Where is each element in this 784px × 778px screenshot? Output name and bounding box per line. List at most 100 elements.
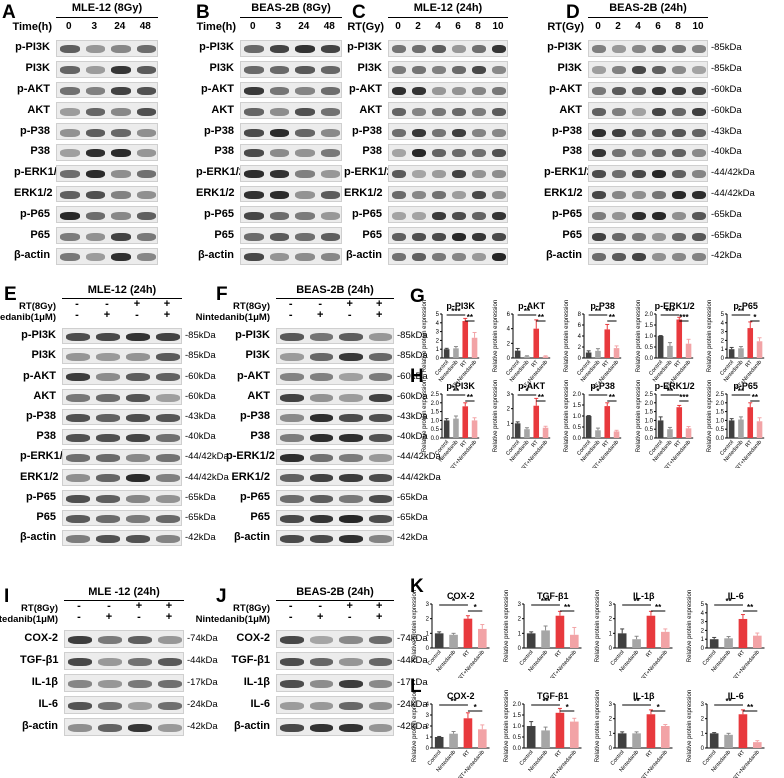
x-tick-label: RT+Nintedanib bbox=[641, 649, 669, 678]
bar bbox=[646, 615, 656, 648]
protein-band bbox=[592, 86, 606, 95]
protein-band bbox=[492, 211, 506, 220]
protein-band bbox=[472, 45, 486, 54]
protein-band bbox=[136, 211, 156, 220]
protein-band bbox=[368, 702, 392, 710]
protein-band bbox=[66, 494, 90, 503]
protein-band bbox=[432, 45, 446, 54]
protein-band bbox=[136, 232, 156, 241]
protein-label: AKT bbox=[33, 389, 56, 402]
y-tick-label: 1 bbox=[700, 637, 704, 643]
protein-band bbox=[592, 45, 606, 54]
protein-band bbox=[98, 636, 122, 644]
protein-band bbox=[452, 190, 466, 199]
y-tick-label: 4 bbox=[578, 334, 582, 340]
lane-tick: 8 bbox=[675, 21, 681, 32]
blot-strip bbox=[240, 206, 342, 224]
y-tick-label: 4 bbox=[436, 321, 440, 327]
nintedanib-sign: + bbox=[103, 309, 111, 321]
blot-strip bbox=[276, 429, 394, 446]
protein-band bbox=[309, 393, 333, 402]
rt-sign: + bbox=[376, 298, 383, 310]
protein-band bbox=[452, 107, 466, 116]
blot-strip bbox=[240, 248, 342, 265]
blot-strip bbox=[588, 227, 708, 244]
bar bbox=[434, 633, 444, 648]
y-tick-label: 2 bbox=[426, 724, 430, 730]
chart-title: IL-1β bbox=[633, 691, 655, 701]
protein-band bbox=[280, 535, 304, 544]
condition-label: Nintedanib(1μM) bbox=[0, 614, 58, 625]
blot-strip bbox=[276, 408, 394, 425]
protein-label: p-P65 bbox=[204, 207, 234, 220]
protein-band bbox=[66, 373, 90, 382]
y-tick-label: 3 bbox=[517, 602, 521, 608]
nintedanib-sign: - bbox=[77, 611, 81, 623]
protein-band bbox=[85, 149, 105, 158]
bar bbox=[526, 726, 535, 748]
protein-band bbox=[492, 170, 506, 179]
significance-mark: *** bbox=[679, 313, 689, 322]
protein-band bbox=[368, 514, 392, 523]
kda-marker: -44/42kDa bbox=[711, 188, 755, 199]
protein-band bbox=[632, 86, 646, 95]
protein-band bbox=[66, 333, 90, 342]
significance-mark: ** bbox=[633, 697, 640, 706]
bar bbox=[617, 733, 627, 748]
y-tick-label: 3 bbox=[609, 602, 613, 608]
y-tick-label: 0.5 bbox=[644, 345, 653, 351]
protein-band bbox=[672, 66, 686, 75]
protein-band bbox=[432, 232, 446, 241]
kda-marker: -44/42kDa bbox=[185, 451, 229, 463]
protein-label: P65 bbox=[30, 228, 50, 241]
protein-band bbox=[672, 232, 686, 241]
blot-strip bbox=[64, 674, 184, 692]
protein-band bbox=[612, 86, 626, 95]
protein-band bbox=[339, 494, 363, 503]
protein-band bbox=[295, 45, 315, 54]
y-tick-label: 2 bbox=[720, 338, 724, 344]
protein-band bbox=[96, 514, 120, 523]
protein-band bbox=[632, 253, 646, 262]
y-axis-label: Relative protein expression bbox=[707, 300, 713, 372]
bar bbox=[463, 618, 473, 648]
protein-band bbox=[432, 149, 446, 158]
y-tick-label: 2 bbox=[517, 617, 521, 623]
bar bbox=[443, 349, 450, 358]
protein-label: AKT bbox=[27, 103, 50, 116]
rt-sign: + bbox=[376, 600, 383, 612]
rt-sign: - bbox=[105, 298, 109, 310]
protein-band bbox=[472, 232, 486, 241]
protein-band bbox=[126, 494, 150, 503]
protein-band bbox=[432, 107, 446, 116]
nintedanib-sign: - bbox=[137, 611, 141, 623]
kda-marker: -60kDa bbox=[185, 370, 216, 382]
protein-label: P65 bbox=[250, 510, 270, 523]
panel-title: MLE -12 (24h) bbox=[88, 586, 160, 598]
protein-label: p-ERK1/2 bbox=[20, 450, 69, 463]
y-axis-label: Relative protein expression bbox=[595, 690, 601, 762]
protein-band bbox=[309, 658, 333, 666]
protein-band bbox=[295, 211, 315, 220]
bar bbox=[453, 418, 459, 438]
y-tick-label: 1.5 bbox=[512, 713, 521, 719]
protein-band bbox=[244, 232, 264, 241]
protein-band bbox=[472, 66, 486, 75]
protein-band bbox=[244, 253, 264, 262]
protein-label: PI3K bbox=[209, 62, 234, 75]
protein-band bbox=[652, 66, 666, 75]
protein-label: p-AKT bbox=[549, 83, 582, 95]
protein-band bbox=[612, 211, 626, 220]
title-underline bbox=[64, 600, 184, 601]
panel-letter: J bbox=[216, 586, 227, 607]
protein-band bbox=[96, 454, 120, 463]
protein-band bbox=[96, 373, 120, 382]
protein-band bbox=[632, 232, 646, 241]
panel-letter: E bbox=[4, 284, 17, 305]
y-tick-label: 1 bbox=[720, 347, 724, 353]
protein-band bbox=[60, 45, 80, 54]
x-tick-label: RT bbox=[462, 749, 472, 759]
bar bbox=[449, 634, 458, 648]
